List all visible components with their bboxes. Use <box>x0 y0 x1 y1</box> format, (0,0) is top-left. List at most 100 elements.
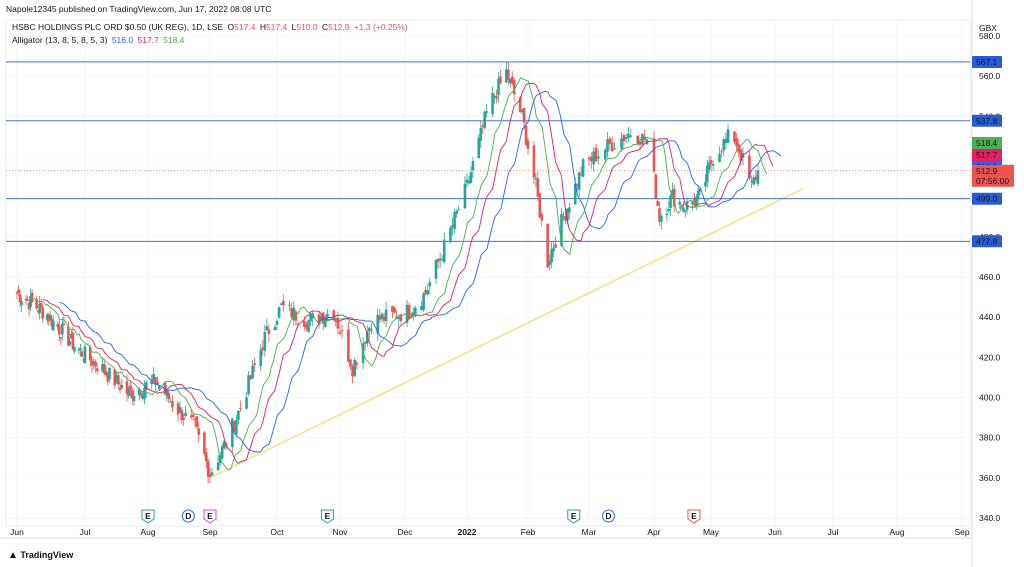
candle-body <box>245 397 248 409</box>
candle-body <box>182 418 185 420</box>
candle-body <box>669 195 672 208</box>
candle-body <box>83 346 87 364</box>
y-tick-label: 580.0 <box>979 31 1001 41</box>
candle-body <box>660 215 663 222</box>
candle-body <box>27 303 31 310</box>
candle-body <box>210 472 214 476</box>
candle-body <box>610 142 614 152</box>
candle-body <box>259 349 263 367</box>
ohlc-high: H517.4 <box>259 22 288 32</box>
candle-body <box>603 149 607 160</box>
candle-body <box>35 298 38 309</box>
candle-body <box>129 385 132 390</box>
indicator-lips: 518.4 <box>163 35 185 45</box>
candle-body <box>526 140 530 149</box>
candle-body <box>79 348 82 350</box>
candle-body <box>393 307 396 313</box>
candle-body <box>139 392 143 396</box>
candle-body <box>118 388 122 391</box>
candle-body <box>29 295 32 308</box>
x-tick-label: Mar <box>582 527 597 537</box>
candle-body <box>382 316 386 321</box>
y-tick-label: 420.0 <box>979 352 1001 362</box>
candle-body <box>334 318 338 321</box>
x-tick-label: Oct <box>270 527 284 537</box>
candle-body <box>77 349 81 351</box>
level-label: 537.8 <box>976 116 998 126</box>
candle-body <box>56 323 60 328</box>
candle-body <box>104 371 108 375</box>
candle-body <box>608 138 612 144</box>
candle-body <box>696 190 700 200</box>
y-tick-label: 340.0 <box>979 513 1001 523</box>
candle-body <box>536 178 540 197</box>
indicator-name: Alligator (13, 8, 5, 8, 5, 3) <box>12 35 108 45</box>
x-tick-label: 2022 <box>458 527 477 537</box>
candle-body <box>548 260 551 265</box>
symbol-title: HSBC HOLDINGS PLC ORD $0.50 (UK REG), 1D… <box>12 22 224 32</box>
candle-body <box>665 213 669 216</box>
candle-body <box>222 441 226 449</box>
candle-body <box>622 135 626 142</box>
candle-body <box>453 212 456 229</box>
candle-body <box>507 69 510 80</box>
level-label: 567.1 <box>976 57 998 67</box>
candle-body <box>150 380 154 385</box>
event-marker-letter: D <box>185 511 191 521</box>
tradingview-logo-icon: ▲ <box>8 550 18 561</box>
candle-body <box>426 290 430 295</box>
candle-body <box>203 432 206 454</box>
event-marker-letter: D <box>605 511 611 521</box>
candle-body <box>550 249 553 263</box>
candle-body <box>39 302 43 308</box>
candle-body <box>428 282 432 287</box>
x-tick-label: Feb <box>521 527 536 537</box>
candle-body <box>704 181 707 187</box>
candle-body <box>51 320 55 331</box>
publisher-line: Napole12345 published on TradingView.com… <box>6 4 272 14</box>
candle-body <box>309 314 312 322</box>
candle-body <box>239 408 242 410</box>
candle-body <box>420 306 423 310</box>
x-tick-label: Dec <box>397 527 413 537</box>
candle-body <box>594 147 598 162</box>
candle-body <box>237 410 240 420</box>
candle-body <box>113 369 117 386</box>
candle-body <box>465 179 469 183</box>
candle-body <box>449 227 452 241</box>
y-tick-label: 380.0 <box>979 433 1001 443</box>
candle-body <box>62 323 66 326</box>
candle-body <box>290 308 293 318</box>
candle-body <box>233 421 236 432</box>
symbol-legend: HSBC HOLDINGS PLC ORD $0.50 (UK REG), 1D… <box>12 22 410 32</box>
candle-body <box>267 329 271 334</box>
candle-body <box>180 410 184 421</box>
candle-body <box>706 165 709 182</box>
candle-body <box>353 360 356 376</box>
candle-body <box>263 331 267 351</box>
candle-body <box>317 314 321 324</box>
dividend-marker <box>602 509 615 523</box>
candle-body <box>735 138 738 147</box>
candle-body <box>384 309 388 322</box>
x-tick-label: Sep <box>954 527 969 537</box>
candle-body <box>739 149 743 162</box>
candle-body <box>467 180 471 184</box>
candle-body <box>347 329 350 362</box>
candle-body <box>438 258 442 261</box>
candle-body <box>143 387 146 400</box>
level-label-box <box>972 192 1002 205</box>
candle-body <box>363 341 367 344</box>
candle-body <box>294 311 298 321</box>
candle-body <box>678 201 682 205</box>
candle-body <box>737 144 741 153</box>
event-marker-letter: E <box>325 511 331 521</box>
candle-body <box>88 347 92 361</box>
candle-body <box>481 125 485 128</box>
candle-body <box>733 131 736 143</box>
ohlc-open: O517.4 <box>227 22 256 32</box>
candle-body <box>235 419 238 435</box>
last-price-box <box>972 164 1014 187</box>
candle-body <box>154 376 157 385</box>
